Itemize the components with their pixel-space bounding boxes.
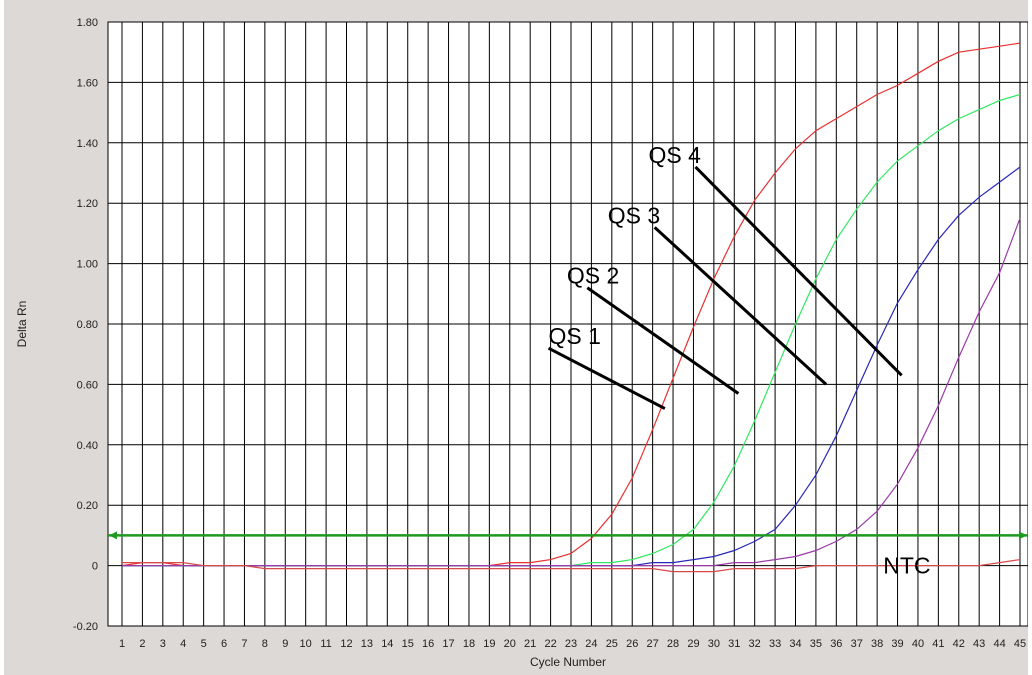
x-tick-label: 41 [932, 638, 944, 650]
x-axis-title: Cycle Number [530, 655, 606, 669]
x-tick-label: 13 [361, 638, 373, 650]
x-tick-label: 1 [119, 638, 125, 650]
x-tick-label: 3 [160, 638, 166, 650]
x-tick-label: 9 [282, 638, 288, 650]
x-tick-label: 25 [606, 638, 618, 650]
x-tick-label: 45 [1014, 638, 1026, 650]
x-tick-label: 44 [993, 638, 1005, 650]
x-tick-label: 12 [340, 638, 352, 650]
amplification-plot: 1 2 3 4 5 6 7 8 9 10 11 12 13 14 15 16 17 18 19 20 21 22 23 24 2… [15, 17, 1028, 669]
annotation-leader-line [694, 165, 903, 377]
x-tick-label: 30 [708, 638, 720, 650]
x-tick-label: 32 [749, 638, 761, 650]
y-tick-label: 1.00 [77, 259, 98, 271]
x-tick-label: 28 [667, 638, 679, 650]
x-tick-label: 21 [524, 638, 536, 650]
x-tick-label: 24 [585, 638, 597, 650]
x-tick-label: 34 [789, 638, 801, 650]
x-tick-label: 36 [830, 638, 842, 650]
x-tick-label: 27 [647, 638, 659, 650]
x-tick-label: 37 [851, 638, 863, 650]
chart-frame: 1 2 3 4 5 6 7 8 9 10 11 12 13 14 15 16 17 18 19 20 21 22 23 24 2… [4, 0, 1028, 675]
x-tick-label: 4 [180, 638, 186, 650]
tick-labels: 1 2 3 4 5 6 7 8 9 10 11 12 13 14 15 16 17 18 19 20 21 22 23 24 2… [73, 17, 1026, 650]
annotation-label: QS 1 [549, 323, 601, 349]
x-tick-label: 8 [262, 638, 268, 650]
x-tick-label: 29 [687, 638, 699, 650]
y-tick-label: 0.60 [77, 379, 98, 391]
x-tick-label: 11 [320, 638, 331, 650]
annotation-label: NTC [883, 553, 930, 579]
threshold-arrow-right [1019, 531, 1027, 540]
annotation-label: QS 4 [649, 142, 702, 168]
series-line-4 [122, 218, 1021, 567]
y-tick-label: 1.80 [77, 17, 98, 29]
x-tick-label: 40 [912, 638, 924, 650]
x-tick-label: 10 [300, 638, 312, 650]
x-tick-label: 33 [769, 638, 781, 650]
x-tick-label: 20 [504, 638, 516, 650]
annotation-leader-line [547, 346, 666, 410]
x-tick-label: 14 [381, 638, 393, 650]
y-axis-title: Delta Rn [15, 301, 29, 348]
annotations: QS 1 QS 2 QS 3 QS 4 NTC [547, 142, 931, 579]
x-tick-label: 7 [241, 638, 247, 650]
y-tick-label: 0 [92, 561, 98, 573]
x-tick-label: 6 [221, 638, 227, 650]
y-tick-label: 1.40 [77, 138, 98, 150]
x-tick-label: 39 [891, 638, 903, 650]
x-tick-label: 31 [728, 638, 740, 650]
x-tick-label: 19 [483, 638, 495, 650]
annotation-leader-line [586, 286, 740, 395]
x-tick-label: 5 [201, 638, 207, 650]
x-tick-label: 23 [565, 638, 577, 650]
x-tick-label: 35 [810, 638, 822, 650]
x-tick-label: 26 [626, 638, 638, 650]
x-tick-label: 16 [422, 638, 434, 650]
x-tick-label: 17 [442, 638, 454, 650]
x-tick-label: 22 [544, 638, 556, 650]
y-tick-label: 0.40 [77, 440, 98, 452]
y-tick-label: 1.60 [77, 77, 98, 89]
annotation-leader-line [653, 226, 828, 386]
threshold-arrow-left [109, 531, 117, 540]
y-tick-label: 0.20 [77, 500, 98, 512]
y-tick-label: 0.80 [77, 319, 98, 331]
y-tick-label: -0.20 [73, 621, 98, 633]
x-tick-label: 42 [953, 638, 965, 650]
annotation-label: QS 2 [567, 263, 619, 289]
x-tick-label: 15 [402, 638, 414, 650]
x-tick-label: 18 [463, 638, 475, 650]
y-tick-label: 1.20 [77, 198, 98, 210]
x-tick-label: 38 [871, 638, 883, 650]
series-line-5 [122, 559, 1021, 573]
annotation-label: QS 3 [608, 202, 660, 228]
series-lines [108, 42, 1028, 573]
x-tick-label: 43 [973, 638, 985, 650]
x-tick-label: 2 [139, 638, 145, 650]
